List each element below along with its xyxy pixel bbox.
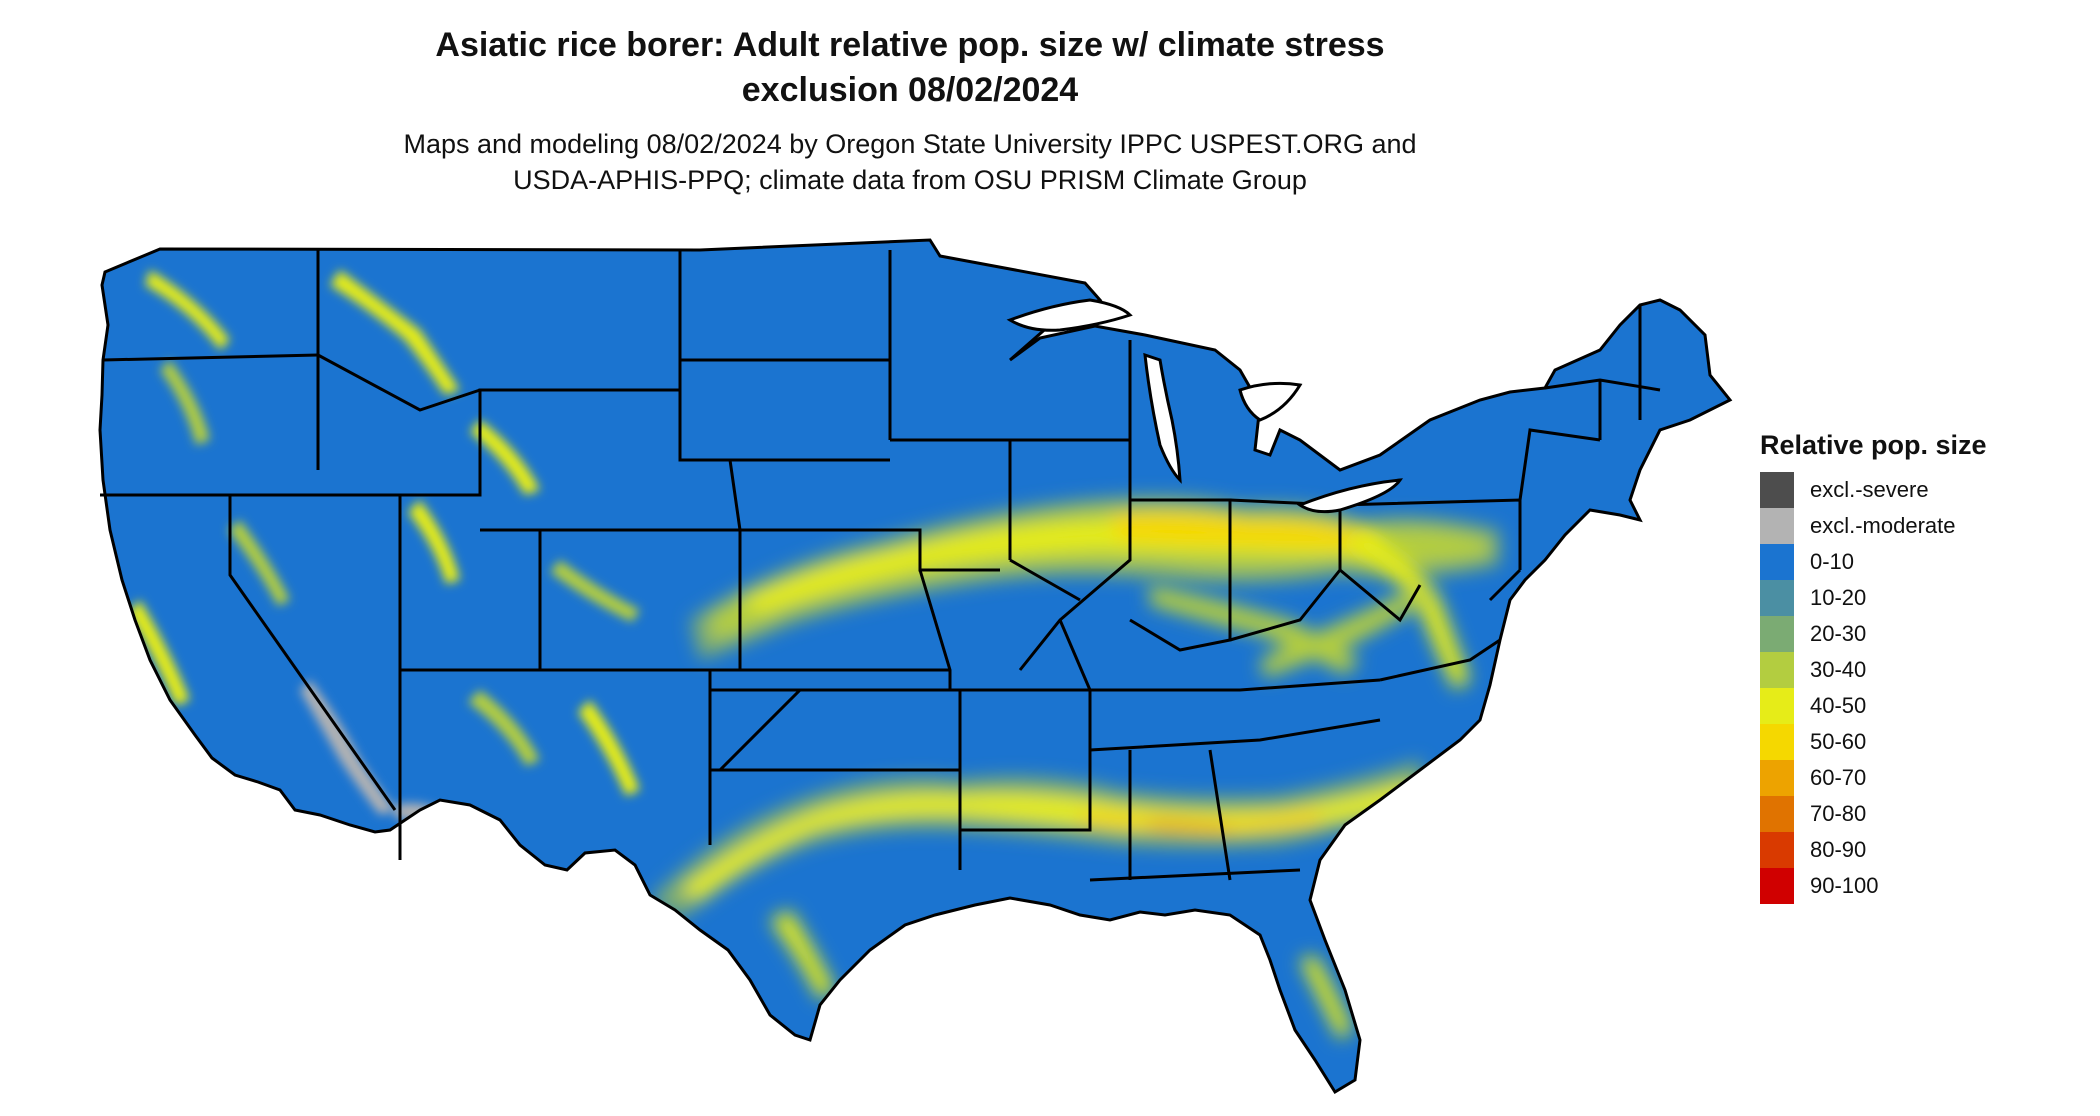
- map-title-line-2: exclusion 08/02/2024: [741, 71, 1079, 109]
- legend-item: 80-90: [1760, 832, 2080, 868]
- legend-item: 90-100: [1760, 868, 2080, 904]
- legend-item: 60-70: [1760, 760, 2080, 796]
- legend-swatch: [1760, 760, 1794, 796]
- legend-swatch: [1760, 868, 1794, 904]
- legend-swatch: [1760, 652, 1794, 688]
- legend-label: 30-40: [1810, 657, 1867, 682]
- legend-swatch: [1760, 580, 1794, 616]
- legend-swatch: [1760, 544, 1794, 580]
- legend-label: 70-80: [1810, 801, 1867, 826]
- legend-swatch: [1760, 508, 1794, 544]
- legend-item: 70-80: [1760, 796, 2080, 832]
- legend-label: 80-90: [1810, 837, 1867, 862]
- legend-swatch: [1760, 472, 1794, 508]
- legend-label: 10-20: [1810, 585, 1867, 610]
- legend-item: excl.-severe: [1760, 472, 2080, 508]
- western-mountain-speckle: [128, 270, 640, 796]
- legend-item: 20-30: [1760, 616, 2080, 652]
- legend-item: 50-60: [1760, 724, 2080, 760]
- legend-title: Relative pop. size: [1760, 430, 1987, 460]
- legend-swatch: [1760, 832, 1794, 868]
- map-subtitle-line-2: USDA-APHIS-PPQ; climate data from OSU PR…: [513, 165, 1307, 195]
- legend-item: 40-50: [1760, 688, 2080, 724]
- map-subtitle-line-1: Maps and modeling 08/02/2024 by Oregon S…: [403, 129, 1417, 159]
- legend-label: 60-70: [1810, 765, 1867, 790]
- hotspot-layer: [128, 270, 1500, 1040]
- legend-item: excl.-moderate: [1760, 508, 2080, 544]
- legend-label: excl.-moderate: [1810, 513, 1956, 538]
- legend-label: excl.-severe: [1810, 477, 1929, 502]
- legend-item: 10-20: [1760, 580, 2080, 616]
- legend-label: 90-100: [1810, 873, 1879, 898]
- legend-item: 30-40: [1760, 652, 2080, 688]
- legend-swatch: [1760, 724, 1794, 760]
- legend: Relative pop. size excl.-severe excl.-mod…: [1760, 428, 2080, 904]
- legend-swatch: [1760, 616, 1794, 652]
- state-borders: [98, 238, 1732, 1094]
- map-title-line-1: Asiatic rice borer: Adult relative pop. …: [435, 26, 1385, 64]
- legend-label: 50-60: [1810, 729, 1867, 754]
- legend-label: 0-10: [1810, 549, 1855, 574]
- legend-items: excl.-severe excl.-moderate 0-10 10-20 20-30…: [1760, 472, 2080, 904]
- legend-swatch: [1760, 688, 1794, 724]
- corn-belt-band: [690, 496, 1500, 660]
- legend-label: 40-50: [1810, 693, 1867, 718]
- great-lakes: [1006, 298, 1404, 514]
- legend-item: 0-10: [1760, 544, 2080, 580]
- southern-band: [650, 760, 1430, 1040]
- legend-label: 20-30: [1810, 621, 1867, 646]
- legend-swatch: [1760, 796, 1794, 832]
